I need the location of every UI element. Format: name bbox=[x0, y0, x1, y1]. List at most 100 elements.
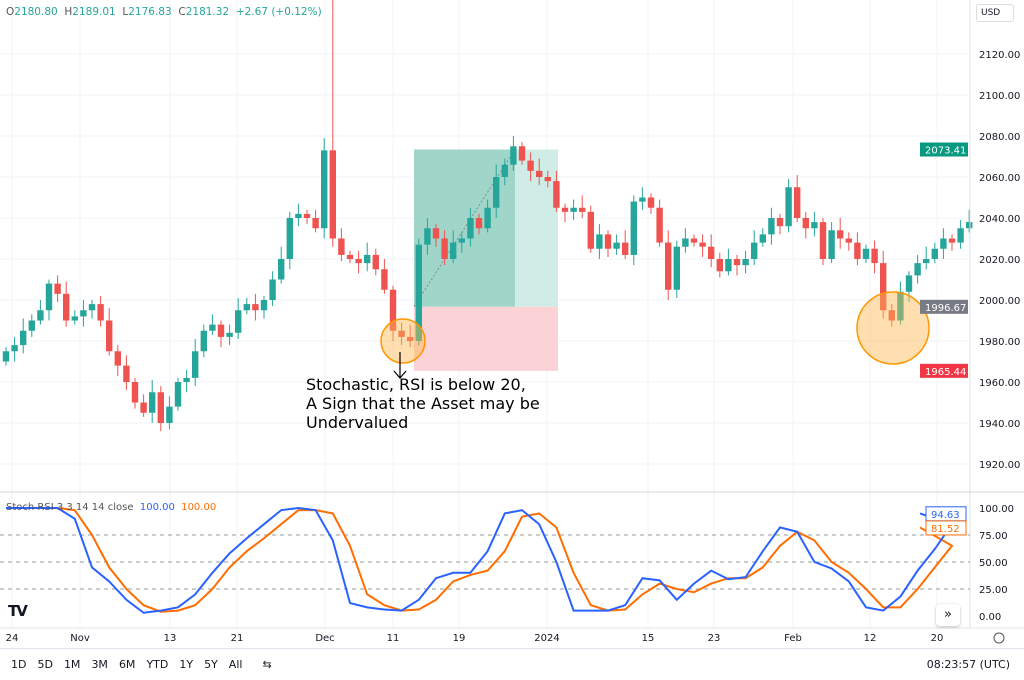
candle bbox=[183, 369, 190, 393]
candle bbox=[286, 211, 293, 270]
candle bbox=[114, 345, 121, 376]
range-1y[interactable]: 1Y bbox=[179, 658, 194, 671]
price-label: 1965.44 bbox=[920, 363, 968, 378]
candle bbox=[432, 224, 440, 247]
clock: 08:23:57 (UTC) bbox=[926, 658, 1010, 671]
bottom-toolbar: 1D 5D 1M 3M 6M YTD 1Y 5Y All ⇆ bbox=[0, 648, 1024, 680]
candle bbox=[260, 295, 268, 319]
stoch-rsi-legend[interactable]: Stoch RSI 3 3 14 14 close 100.00 100.00 bbox=[6, 502, 217, 513]
candle bbox=[501, 158, 508, 186]
candle bbox=[630, 195, 637, 266]
loss-zone[interactable] bbox=[414, 306, 558, 371]
candle bbox=[37, 300, 44, 325]
price-tick: 1920.00 bbox=[979, 460, 1020, 471]
time-tick: 23 bbox=[708, 633, 721, 644]
range-6m[interactable]: 6M bbox=[118, 658, 136, 671]
candle bbox=[819, 218, 827, 266]
candle bbox=[71, 310, 78, 325]
price-tick: 2060.00 bbox=[979, 173, 1020, 184]
svg-text:1996.67: 1996.67 bbox=[925, 303, 966, 314]
candle bbox=[131, 377, 139, 409]
candle bbox=[329, 0, 336, 247]
time-tick: 13 bbox=[164, 633, 177, 644]
candle bbox=[948, 234, 956, 251]
candle bbox=[880, 250, 887, 319]
candle bbox=[862, 244, 870, 264]
candle bbox=[140, 394, 147, 417]
currency-selector[interactable]: USD bbox=[976, 4, 1014, 22]
range-3m[interactable]: 3M bbox=[91, 658, 108, 671]
stoch-tick: 75.00 bbox=[979, 531, 1008, 542]
candle bbox=[828, 222, 835, 264]
candle bbox=[579, 195, 586, 218]
candle bbox=[269, 271, 276, 307]
candle bbox=[794, 174, 801, 223]
candle bbox=[355, 250, 362, 274]
double-chevron-right-icon[interactable]: » bbox=[936, 604, 960, 626]
candle bbox=[398, 322, 405, 346]
candle bbox=[278, 246, 285, 284]
range-all[interactable]: All bbox=[228, 658, 243, 671]
highlight-circle[interactable] bbox=[380, 318, 426, 364]
calendar-range-icon[interactable]: ⇆ bbox=[262, 658, 272, 671]
candle bbox=[682, 228, 689, 253]
highlight-circle[interactable] bbox=[856, 291, 930, 365]
candle bbox=[467, 207, 474, 247]
stoch-value-label: 81.52 bbox=[925, 520, 967, 536]
candle bbox=[450, 230, 457, 264]
gear-icon[interactable] bbox=[993, 632, 1005, 644]
candle bbox=[733, 254, 741, 276]
candle bbox=[88, 300, 96, 319]
candle bbox=[484, 199, 491, 233]
candle bbox=[570, 199, 577, 221]
time-tick: Dec bbox=[315, 633, 334, 644]
range-ytd[interactable]: YTD bbox=[146, 658, 169, 671]
price-tick: 2020.00 bbox=[979, 255, 1020, 266]
range-1d[interactable]: 1D bbox=[11, 658, 27, 671]
svg-text:2073.41: 2073.41 bbox=[925, 146, 966, 157]
time-tick: 11 bbox=[387, 633, 400, 644]
arrow-down-icon[interactable] bbox=[393, 352, 407, 379]
svg-text:1965.44: 1965.44 bbox=[925, 367, 966, 378]
price-label: 1996.67 bbox=[920, 299, 968, 314]
candle bbox=[845, 232, 852, 251]
candle bbox=[372, 248, 379, 276]
price-tick: 1980.00 bbox=[979, 337, 1020, 348]
candle bbox=[931, 242, 938, 264]
svg-text:81.52: 81.52 bbox=[931, 524, 960, 535]
stoch-k-line bbox=[6, 506, 954, 614]
candle bbox=[226, 324, 233, 346]
range-5d[interactable]: 5D bbox=[37, 658, 53, 671]
candle bbox=[905, 271, 913, 303]
stoch-tick: 0.00 bbox=[979, 612, 1001, 623]
candle bbox=[587, 205, 594, 253]
candle bbox=[54, 275, 61, 303]
candle bbox=[708, 234, 715, 268]
candle bbox=[235, 297, 242, 339]
time-tick: 19 bbox=[453, 633, 466, 644]
candle bbox=[596, 224, 603, 259]
candle bbox=[458, 232, 465, 253]
candle bbox=[174, 377, 182, 411]
candle bbox=[914, 254, 921, 284]
candle bbox=[673, 240, 680, 298]
trade-path bbox=[413, 149, 516, 308]
candle bbox=[759, 228, 766, 247]
candle bbox=[389, 285, 397, 341]
candle bbox=[415, 238, 422, 346]
candle bbox=[923, 246, 930, 270]
tradingview-logo[interactable]: TV bbox=[8, 602, 28, 620]
candle bbox=[321, 138, 328, 239]
candle bbox=[338, 228, 345, 262]
candle bbox=[536, 158, 543, 186]
range-5y[interactable]: 5Y bbox=[204, 658, 218, 671]
candle bbox=[544, 170, 551, 188]
candle bbox=[888, 304, 895, 327]
chart-canvas[interactable]: 2120.00 2100.00 2080.00 2060.00 2040.00 2020.… bbox=[0, 0, 1024, 648]
time-tick: 12 bbox=[864, 633, 877, 644]
candle bbox=[407, 324, 414, 348]
range-1m[interactable]: 1M bbox=[63, 658, 81, 671]
candle bbox=[97, 295, 104, 327]
candle bbox=[776, 213, 784, 235]
stoch-tick: 50.00 bbox=[979, 558, 1008, 569]
